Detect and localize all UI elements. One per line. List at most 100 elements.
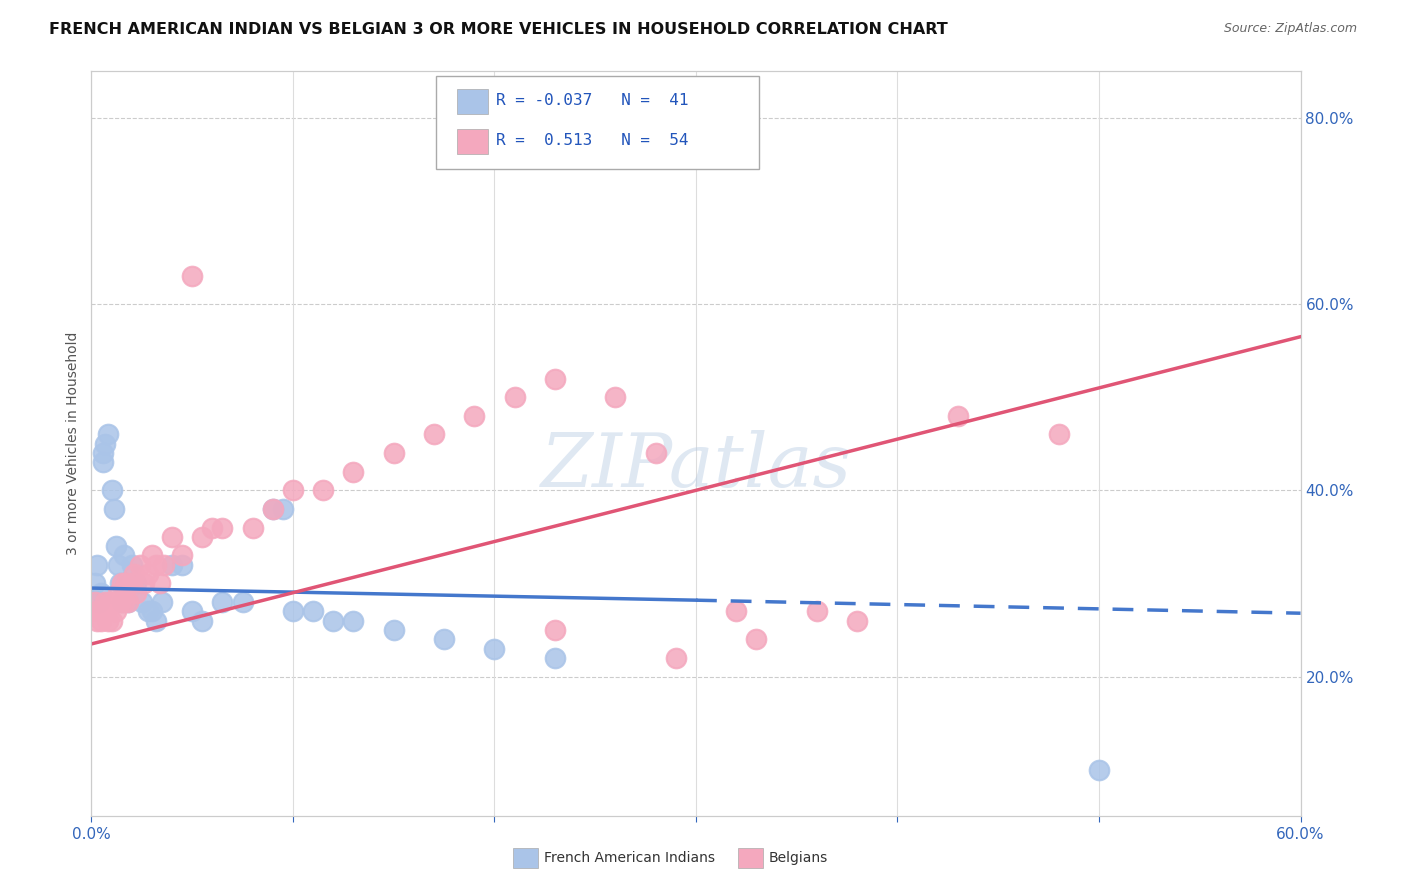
Point <box>342 465 364 479</box>
Point <box>90 586 112 600</box>
Point <box>94 595 117 609</box>
Text: FRENCH AMERICAN INDIAN VS BELGIAN 3 OR MORE VEHICLES IN HOUSEHOLD CORRELATION CH: FRENCH AMERICAN INDIAN VS BELGIAN 3 OR M… <box>49 22 948 37</box>
Point <box>100 614 122 628</box>
Point <box>150 595 173 609</box>
Point <box>846 614 869 628</box>
Point <box>112 595 135 609</box>
Point <box>211 595 233 609</box>
Point <box>191 530 214 544</box>
Point <box>132 576 155 591</box>
Point <box>141 604 163 618</box>
Point <box>281 604 304 618</box>
Point <box>114 576 136 591</box>
Point <box>503 390 526 404</box>
Point <box>806 604 828 618</box>
Point <box>125 586 148 600</box>
Point <box>131 595 153 609</box>
Point <box>112 549 135 563</box>
Point <box>605 390 627 404</box>
Point <box>149 576 172 591</box>
Point <box>172 549 194 563</box>
Point <box>125 576 148 591</box>
Point <box>108 595 131 609</box>
Point <box>231 595 253 609</box>
Point <box>322 614 344 628</box>
Point <box>145 558 167 572</box>
Point <box>160 530 183 544</box>
Point <box>382 623 405 637</box>
Point <box>160 558 183 572</box>
Point <box>342 614 364 628</box>
Point <box>191 614 214 628</box>
Point <box>93 455 115 469</box>
Point <box>128 558 150 572</box>
Point <box>93 446 115 460</box>
Point <box>145 614 167 628</box>
Point <box>107 558 129 572</box>
Point <box>117 595 139 609</box>
Point <box>725 604 748 618</box>
Point <box>103 595 125 609</box>
Point <box>302 604 325 618</box>
Point <box>136 567 159 582</box>
Point <box>117 595 139 609</box>
Point <box>201 520 224 534</box>
Point <box>111 576 132 591</box>
Point <box>121 558 143 572</box>
Point <box>262 502 284 516</box>
Point <box>122 567 145 582</box>
Y-axis label: 3 or more Vehicles in Household: 3 or more Vehicles in Household <box>66 332 80 556</box>
Point <box>121 576 143 591</box>
Point <box>89 595 111 609</box>
Point <box>312 483 335 498</box>
Text: R =  0.513   N =  54: R = 0.513 N = 54 <box>496 134 689 148</box>
Text: Belgians: Belgians <box>769 851 828 865</box>
Point <box>172 558 194 572</box>
Text: French American Indians: French American Indians <box>544 851 716 865</box>
Point <box>96 614 118 628</box>
Point <box>484 641 506 656</box>
Point <box>153 558 176 572</box>
Point <box>98 595 121 609</box>
Point <box>114 576 136 591</box>
Point <box>141 549 163 563</box>
Point <box>107 586 129 600</box>
Point <box>1047 427 1070 442</box>
Point <box>89 604 111 618</box>
Point <box>211 520 233 534</box>
Point <box>84 595 107 609</box>
Point <box>281 483 304 498</box>
Point <box>111 595 132 609</box>
Point <box>86 604 108 618</box>
Point <box>86 614 108 628</box>
Point <box>1088 763 1111 777</box>
Point <box>946 409 969 423</box>
Point <box>665 651 688 665</box>
Point <box>271 502 294 516</box>
Point <box>181 269 204 284</box>
Point <box>423 427 446 442</box>
Text: R = -0.037   N =  41: R = -0.037 N = 41 <box>496 94 689 108</box>
Point <box>544 371 567 385</box>
Point <box>242 520 264 534</box>
Point <box>104 539 127 553</box>
Text: Source: ZipAtlas.com: Source: ZipAtlas.com <box>1223 22 1357 36</box>
Point <box>96 427 118 442</box>
Point <box>644 446 666 460</box>
Point <box>94 436 117 450</box>
Text: ZIPatlas: ZIPatlas <box>540 430 852 502</box>
Point <box>745 632 768 647</box>
Point <box>84 576 107 591</box>
Point <box>181 604 204 618</box>
Point <box>104 604 127 618</box>
Point <box>136 604 159 618</box>
Point <box>103 502 125 516</box>
Point <box>382 446 405 460</box>
Point <box>463 409 485 423</box>
Point <box>108 576 131 591</box>
Point <box>90 614 112 628</box>
Point <box>544 651 567 665</box>
Point <box>433 632 456 647</box>
Point <box>544 623 567 637</box>
Point <box>86 558 108 572</box>
